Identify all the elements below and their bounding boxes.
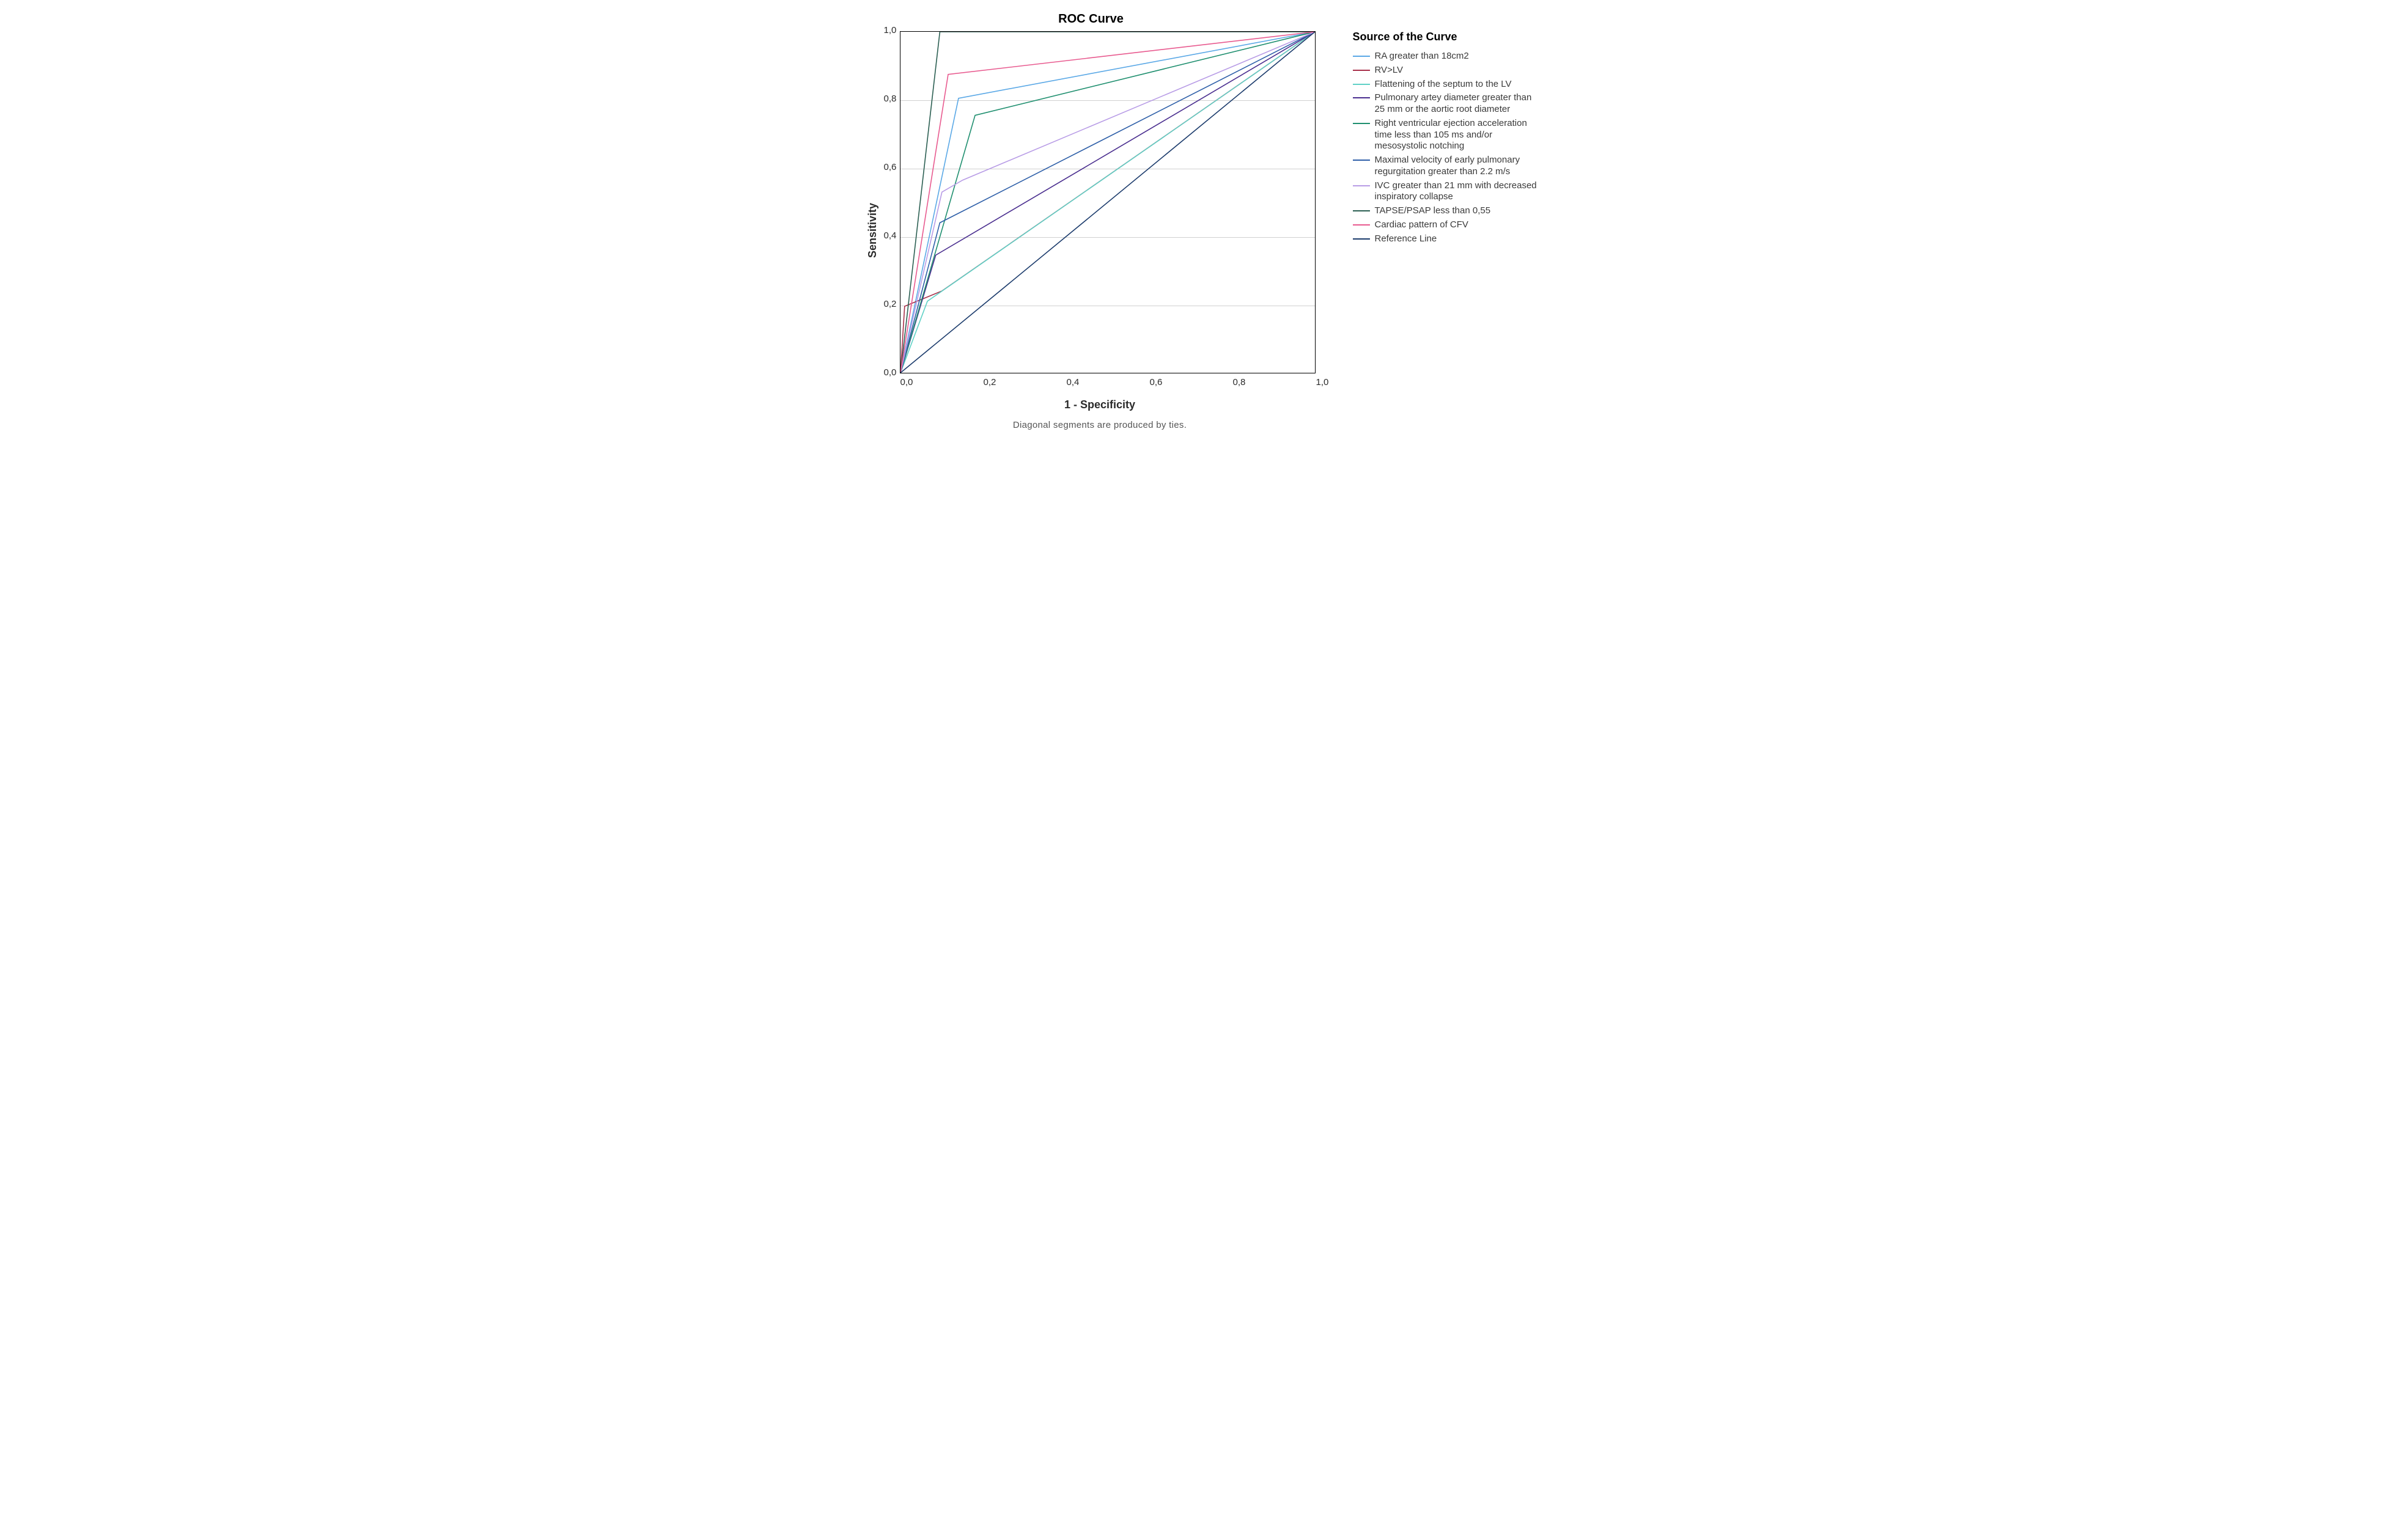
y-axis-label: Sensitivity: [866, 203, 879, 258]
legend-label: RA greater than 18cm2: [1375, 51, 1542, 62]
legend-swatch: [1353, 210, 1370, 211]
legend-title: Source of the Curve: [1353, 31, 1542, 43]
plot-area: [900, 31, 1316, 373]
legend-item: Pulmonary artey diameter greater than 25…: [1353, 92, 1542, 116]
legend-item: Reference Line: [1353, 233, 1542, 245]
legend-label: TAPSE/PSAP less than 0,55: [1375, 205, 1542, 217]
legend-item: RA greater than 18cm2: [1353, 51, 1542, 62]
roc-lines-svg: [900, 32, 1315, 373]
legend-swatch: [1353, 56, 1370, 57]
legend-item: Maximal velocity of early pulmonary regu…: [1353, 155, 1542, 178]
plot-with-axes: 1,00,80,60,40,20,0 0,00,20,40,60,81,0 1 …: [884, 31, 1316, 430]
legend-item: Right ventricular ejection acceleration …: [1353, 118, 1542, 152]
legend-label: Pulmonary artey diameter greater than 25…: [1375, 92, 1542, 116]
x-ticks-wrapper: 0,00,20,40,60,81,0: [884, 373, 1316, 387]
legend-swatch: [1353, 97, 1370, 98]
x-axis-ticks: 0,00,20,40,60,81,0: [900, 373, 1316, 387]
legend-label: Right ventricular ejection acceleration …: [1375, 118, 1542, 152]
legend-label: Reference Line: [1375, 233, 1542, 245]
plot-row: 1,00,80,60,40,20,0: [884, 31, 1316, 373]
legend-swatch: [1353, 70, 1370, 71]
footer-note: Diagonal segments are produced by ties.: [884, 420, 1316, 430]
legend-swatch: [1353, 160, 1370, 161]
legend-items: RA greater than 18cm2 RV>LV Flattening of …: [1353, 51, 1542, 244]
legend-label: Cardiac pattern of CFV: [1375, 219, 1542, 231]
chart-section: ROC Curve Sensitivity 1,00,80,60,40,20,0…: [866, 12, 1316, 430]
legend-item: RV>LV: [1353, 65, 1542, 76]
x-axis-label: 1 - Specificity: [884, 398, 1316, 411]
chart-body: Sensitivity 1,00,80,60,40,20,0 0,00,20,4…: [866, 31, 1316, 430]
y-axis-ticks: 1,00,80,60,40,20,0: [884, 31, 900, 373]
legend-item: Flattening of the septum to the LV: [1353, 79, 1542, 90]
chart-container: ROC Curve Sensitivity 1,00,80,60,40,20,0…: [866, 12, 1542, 430]
legend-swatch: [1353, 238, 1370, 240]
legend-label: IVC greater than 21 mm with decreased in…: [1375, 180, 1542, 204]
chart-title: ROC Curve: [1058, 12, 1124, 26]
legend-swatch: [1353, 224, 1370, 226]
legend-item: TAPSE/PSAP less than 0,55: [1353, 205, 1542, 217]
legend-swatch: [1353, 84, 1370, 85]
legend-item: Cardiac pattern of CFV: [1353, 219, 1542, 231]
legend-label: Flattening of the septum to the LV: [1375, 79, 1542, 90]
legend-swatch: [1353, 123, 1370, 124]
legend-swatch: [1353, 185, 1370, 186]
legend-label: RV>LV: [1375, 65, 1542, 76]
legend: Source of the Curve RA greater than 18cm…: [1353, 31, 1542, 247]
legend-item: IVC greater than 21 mm with decreased in…: [1353, 180, 1542, 204]
legend-label: Maximal velocity of early pulmonary regu…: [1375, 155, 1542, 178]
